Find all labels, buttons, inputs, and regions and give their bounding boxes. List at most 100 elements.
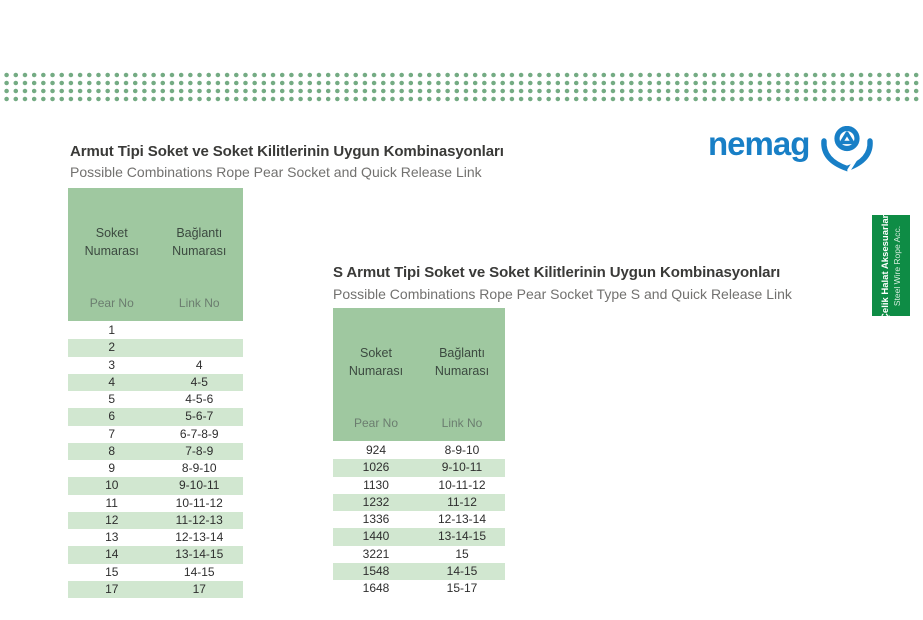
pear-no-cell: 13	[105, 530, 119, 544]
table-row: 7 6-7-8-9	[68, 426, 243, 443]
nemag-logo-text: nemag	[708, 125, 810, 162]
pear-no-cell: 924	[365, 443, 387, 457]
pear-no-cell: 2	[108, 340, 116, 355]
pear-no-cell: 8	[108, 443, 116, 458]
pear-no-cell: 5	[108, 392, 116, 406]
table-row: 13 12-13-14	[68, 529, 243, 546]
pear-no-cell: 11	[105, 495, 118, 510]
link-no-cell: 7-8-9	[185, 443, 214, 458]
link-no-cell: 5-6-7	[185, 409, 214, 424]
link-no-cell: 14-15	[183, 564, 215, 579]
link-no-cell: 13-14-15	[175, 547, 224, 562]
link-no-cell: 4	[195, 357, 203, 372]
link-no-cell: 12-13-14	[175, 530, 224, 544]
pear-socket-table-rows: 1 2 3 4 4 4-5 5 4-5-6 6 5-6-7 7 6-7-8-9 8 7-8-9 9 8-9-1…	[68, 322, 243, 598]
right-section-title: S Armut Tipi Soket ve Soket Kilitlerinin…	[333, 264, 781, 281]
table-row: 4 4-5	[68, 373, 243, 391]
link-no-cell: 14-15	[446, 563, 478, 578]
side-tab-steel-wire-rope-acc: Çelik Halat Aksesuarları Steel Wire Rope…	[872, 212, 910, 320]
table-row: 17 17	[68, 580, 243, 598]
link-no-cell: 12-13-14	[437, 512, 487, 526]
table-row: 6 5-6-7	[68, 408, 243, 426]
link-no-cell: 4-5	[190, 374, 208, 389]
table-row: 14 13-14-15	[68, 546, 243, 564]
pear-socket-type-s-table-rows: 924 8-9-10 1026 9-10-11 1130 10-11-12 1232 11-1…	[333, 442, 505, 597]
col-header-baglanti-numarasi: Bağlantı Numarası	[172, 226, 227, 259]
col-subheader-link-no: Link No	[178, 296, 220, 310]
pear-no-cell: 1130	[363, 477, 389, 492]
table-row: 1548 14-15	[333, 562, 505, 580]
dotted-pattern-band	[0, 70, 923, 103]
table-row: 15 14-15	[68, 564, 243, 581]
pear-socket-table: Soket Numarası Bağlantı Numarası Pear No…	[68, 188, 243, 598]
link-no-cell: 15	[455, 546, 469, 561]
pear-no-cell: 1336	[362, 512, 390, 526]
link-no-cell: 4-5-6	[185, 392, 214, 406]
table-row: 1648 15-17	[333, 580, 505, 597]
pear-no-cell: 1026	[362, 460, 390, 475]
table-row: 1336 12-13-14	[333, 511, 505, 528]
left-section-title: Armut Tipi Soket ve Soket Kilitlerinin U…	[70, 143, 504, 160]
link-no-cell: 10-11-12	[175, 495, 223, 510]
left-section-subtitle: Possible Combinations Rope Pear Socket a…	[70, 164, 482, 180]
pear-no-cell: 17	[105, 581, 119, 596]
table-row: 5 4-5-6	[68, 391, 243, 408]
pear-no-cell: 6	[108, 409, 116, 424]
pear-socket-type-s-table: Soket Numarası Bağlantı Numarası Pear No…	[333, 308, 505, 597]
col-header-baglanti-numarasi: Bağlantı Numarası	[434, 346, 490, 379]
link-no-cell: 9-10-11	[441, 460, 483, 475]
col-subheader-pear-no: Pear No	[89, 296, 134, 310]
col-header-soket-numarasi: Soket Numarası	[348, 346, 404, 379]
pear-no-cell: 1232	[362, 494, 390, 509]
table-row: 1026 9-10-11	[333, 459, 505, 477]
table-row: 1440 13-14-15	[333, 528, 505, 546]
pear-no-cell: 4	[108, 374, 116, 389]
col-header-soket-numarasi: Soket Numarası	[84, 226, 139, 259]
link-no-cell: 15-17	[446, 581, 478, 595]
pear-no-cell: 1	[108, 323, 116, 337]
col-subheader-link-no: Link No	[441, 416, 483, 430]
table-row: 10 9-10-11	[68, 477, 243, 495]
pear-no-cell: 10	[105, 478, 119, 493]
pear-no-cell: 12	[105, 512, 119, 527]
table-row: 9 8-9-10	[68, 460, 243, 477]
link-no-cell: 11-12-13	[175, 512, 223, 527]
pear-no-cell: 14	[105, 547, 119, 562]
link-no-cell: 9-10-11	[179, 478, 220, 493]
table-row: 1232 11-12	[333, 493, 505, 511]
pear-no-cell: 1440	[362, 529, 390, 544]
table-row: 924 8-9-10	[333, 442, 505, 459]
link-no-cell: 8-9-10	[444, 443, 480, 457]
table-row: 2	[68, 339, 243, 357]
link-no-cell: 13-14-15	[437, 529, 487, 544]
link-no-cell: 17	[192, 581, 206, 596]
pear-no-cell: 7	[108, 426, 116, 441]
pear-no-cell: 1648	[362, 581, 390, 595]
pear-no-cell: 1548	[362, 563, 390, 578]
nemag-logo: nemag	[708, 124, 876, 172]
side-tab-title-tr: Çelik Halat Aksesuarları	[879, 211, 891, 320]
table-row: 12 11-12-13	[68, 511, 243, 529]
table-row: 11 10-11-12	[68, 495, 243, 512]
pear-no-cell: 9	[108, 461, 116, 475]
right-section-subtitle: Possible Combinations Rope Pear Socket T…	[333, 286, 792, 302]
pear-no-cell: 3221	[362, 546, 390, 561]
pear-socket-type-s-table-header: Soket Numarası Bağlantı Numarası Pear No…	[333, 308, 505, 441]
link-no-cell: 8-9-10	[181, 461, 217, 475]
link-no-cell: 6-7-8-9	[179, 426, 219, 441]
pear-no-cell: 3	[108, 357, 116, 372]
pear-no-cell: 15	[105, 564, 119, 579]
link-no-cell: 10-11-12	[438, 477, 486, 492]
nemag-grab-emblem-icon	[821, 126, 874, 172]
table-row: 1	[68, 322, 243, 339]
side-tab-rotated-text: Çelik Halat Aksesuarları Steel Wire Rope…	[872, 212, 910, 320]
side-tab-title-en: Steel Wire Rope Acc.	[891, 225, 902, 306]
link-no-cell: 11-12	[447, 494, 477, 509]
table-row: 1130 10-11-12	[333, 477, 505, 494]
pear-socket-table-header: Soket Numarası Bağlantı Numarası Pear No…	[68, 188, 243, 321]
table-row: 8 7-8-9	[68, 442, 243, 460]
col-subheader-pear-no: Pear No	[353, 416, 399, 430]
table-row: 3221 15	[333, 546, 505, 563]
